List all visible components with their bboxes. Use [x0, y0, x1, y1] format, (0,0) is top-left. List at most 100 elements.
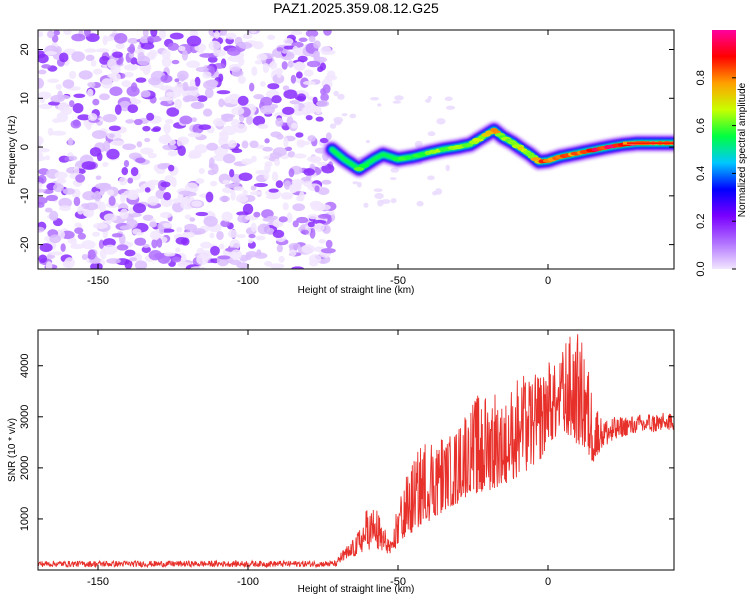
noise-blob	[321, 163, 335, 174]
noise-blob	[309, 227, 316, 239]
noise-blob	[123, 159, 130, 168]
noise-blob	[253, 211, 261, 218]
y-tick-label: 4000	[19, 354, 31, 378]
noise-blob	[292, 220, 299, 228]
noise-blob	[260, 81, 266, 87]
noise-blob	[142, 64, 151, 75]
noise-blob	[293, 153, 307, 159]
noise-blob	[81, 253, 88, 260]
noise-blob	[45, 261, 53, 269]
noise-blob	[137, 52, 145, 61]
noise-blob	[140, 147, 154, 155]
noise-blob	[286, 212, 293, 224]
noise-blob	[260, 96, 273, 107]
noise-blob	[228, 139, 238, 148]
noise-blob	[182, 95, 192, 103]
noise-blob	[300, 229, 309, 235]
noise-blob	[242, 33, 253, 40]
noise-blob	[191, 228, 206, 235]
colorbar-tick-label: 0.4	[695, 166, 707, 181]
noise-blob	[251, 66, 258, 76]
noise-blob	[110, 140, 125, 146]
noise-blob	[276, 133, 284, 140]
colorbar-tick-label: 0.8	[695, 70, 707, 85]
noise-blob	[289, 249, 297, 257]
noise-blob	[205, 191, 214, 203]
noise-blob	[49, 251, 63, 256]
noise-blob	[151, 238, 158, 249]
noise-blob	[256, 249, 262, 257]
noise-blob	[249, 191, 263, 196]
noise-blob	[106, 189, 115, 196]
noise-blob	[278, 255, 285, 263]
noise-blob	[129, 97, 137, 103]
noise-blob	[196, 95, 208, 102]
noise-blob	[203, 215, 218, 227]
noise-blob	[38, 31, 44, 38]
noise-blob	[315, 105, 322, 115]
noise-blob	[296, 89, 307, 96]
noise-blob	[81, 240, 96, 250]
noise-blob	[50, 94, 65, 103]
noise-blob	[276, 47, 284, 52]
noise-blob	[85, 202, 99, 211]
noise-blob	[124, 259, 133, 269]
noise-blob	[213, 154, 227, 162]
noise-blob	[253, 94, 265, 100]
noise-blob	[48, 101, 61, 106]
noise-blob	[60, 243, 66, 252]
noise-blob	[74, 227, 84, 234]
snr-x-label: Height of straight line (km)	[298, 584, 415, 595]
noise-blob	[250, 30, 257, 34]
noise-blob	[210, 245, 220, 256]
noise-blob	[118, 176, 128, 186]
noise-blob	[174, 98, 182, 110]
noise-blob	[305, 30, 319, 38]
noise-blob	[178, 45, 186, 52]
noise-blob	[314, 222, 325, 232]
noise-blob	[167, 150, 178, 157]
noise-blob	[171, 256, 182, 263]
noise-blob	[275, 180, 284, 188]
noise-blob	[272, 147, 287, 157]
noise-blob	[99, 93, 110, 101]
noise-blob	[317, 66, 324, 73]
noise-blob	[236, 234, 246, 239]
noise-blob	[121, 167, 129, 176]
noise-blob	[58, 101, 70, 113]
noise-blob	[189, 30, 199, 38]
noise-blob	[312, 219, 327, 225]
noise-blob	[315, 116, 324, 122]
noise-blob	[158, 30, 167, 40]
noise-blob	[283, 89, 298, 100]
noise-blob	[55, 83, 63, 90]
noise-blob	[70, 119, 82, 129]
noise-blob	[297, 55, 308, 63]
noise-blob	[307, 221, 315, 228]
noise-blob	[297, 140, 312, 146]
noise-speckle	[436, 118, 446, 125]
noise-speckle	[435, 188, 443, 195]
noise-blob	[276, 244, 283, 253]
noise-blob	[225, 32, 237, 40]
colorbar-label: Normalized spectral amplitude	[737, 82, 748, 217]
noise-blob	[283, 137, 289, 148]
noise-speckle	[427, 131, 436, 137]
noise-blob	[200, 241, 212, 249]
colorbar-tick-label: 0.6	[695, 118, 707, 133]
noise-blob	[99, 248, 107, 260]
spectrogram-frame	[37, 29, 675, 270]
signal-track	[323, 121, 674, 178]
noise-blob	[130, 57, 138, 65]
noise-blob	[77, 114, 91, 121]
noise-blob	[123, 64, 139, 71]
noise-blob	[296, 216, 309, 224]
noise-blob	[263, 172, 270, 180]
x-tick-label: 0	[545, 275, 551, 287]
noise-blob	[290, 30, 303, 36]
noise-blob	[152, 126, 161, 132]
noise-blob	[67, 137, 74, 146]
noise-blob	[42, 189, 54, 195]
noise-blob	[63, 30, 72, 36]
noise-blob	[144, 187, 151, 193]
